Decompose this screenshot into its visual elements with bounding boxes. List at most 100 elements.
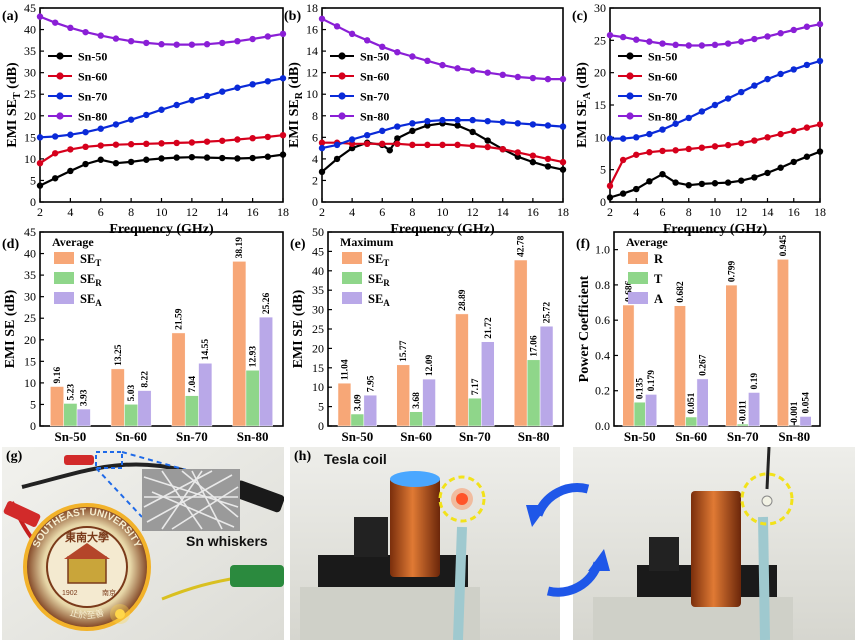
panel-label-h: (h) xyxy=(294,449,312,464)
data-point-sn-80 xyxy=(51,19,59,26)
y-tick-label: 35 xyxy=(312,283,324,297)
bar-t xyxy=(232,261,247,427)
data-point-sn-50 xyxy=(333,155,341,163)
category-label: Sn-50 xyxy=(341,429,373,444)
category-label: Sn-70 xyxy=(727,429,759,444)
data-point-sn-80 xyxy=(751,35,758,43)
data-point-sn-50 xyxy=(203,154,211,161)
y-tick-label: 30 xyxy=(594,1,606,15)
x-tick-label: 14 xyxy=(497,205,509,219)
data-point-sn-70 xyxy=(127,116,135,123)
category-label: Sn-60 xyxy=(675,429,707,444)
data-point-sn-60 xyxy=(646,149,653,156)
data-point-sn-60 xyxy=(803,124,811,131)
y-tick-label: 6 xyxy=(312,130,318,144)
data-point-sn-50 xyxy=(112,160,120,167)
data-point-sn-50 xyxy=(143,156,150,163)
legend-label: Sn-70 xyxy=(360,90,389,104)
data-point-sn-60 xyxy=(51,150,59,157)
bar-t xyxy=(171,332,186,427)
y-tick-label: 16 xyxy=(306,23,318,37)
heatsink-right xyxy=(649,537,679,571)
y-tick-label: 18 xyxy=(306,1,318,15)
data-point-sn-80 xyxy=(279,30,287,38)
data-point-sn-70 xyxy=(363,131,371,139)
data-point-sn-70 xyxy=(112,121,120,128)
data-label: 12.93 xyxy=(249,346,259,368)
data-point-sn-60 xyxy=(143,140,150,147)
data-point-sn-80 xyxy=(82,28,89,36)
data-point-sn-60 xyxy=(112,141,120,148)
y-tick-label: 0 xyxy=(30,419,36,433)
data-point-sn-70 xyxy=(499,119,506,126)
y-axis-label-main: EMI SE xyxy=(287,99,302,148)
data-point-sn-60 xyxy=(36,160,44,167)
bar-a xyxy=(198,363,213,427)
data-point-sn-80 xyxy=(264,33,272,40)
data-point-sn-80 xyxy=(484,69,491,76)
data-label: 0.051 xyxy=(687,392,697,414)
bar-r xyxy=(777,259,789,427)
red-clip-top xyxy=(64,455,94,465)
x-tick-label: 16 xyxy=(527,205,539,219)
y-tick-label: 25 xyxy=(24,311,36,325)
category-label: Sn-50 xyxy=(624,429,656,444)
legend-label: T xyxy=(654,272,663,286)
y-axis-label: EMI SE (dB) xyxy=(3,289,18,368)
data-point-sn-80 xyxy=(219,39,226,47)
data-point-sn-60 xyxy=(484,143,491,151)
legend-label-sub: T xyxy=(95,258,101,268)
seal-city: 南京 xyxy=(102,588,116,597)
data-point-sn-80 xyxy=(127,37,135,45)
data-label: 3.68 xyxy=(412,392,422,409)
coil-top xyxy=(390,471,440,487)
y-axis-label-unit: (dB) xyxy=(5,62,20,92)
bar-t xyxy=(396,364,410,427)
data-point-sn-60 xyxy=(711,143,719,150)
led-glow xyxy=(110,604,130,624)
data-label: 0.179 xyxy=(647,370,657,392)
photo-h-left-drawing xyxy=(290,447,560,640)
data-point-sn-60 xyxy=(514,149,522,156)
legend-label: SET xyxy=(368,252,389,268)
seal-year: 1902 xyxy=(62,590,78,597)
y-tick-label: 5 xyxy=(30,397,36,411)
data-point-sn-70 xyxy=(158,106,165,113)
data-point-sn-50 xyxy=(67,167,74,175)
data-label: 25.72 xyxy=(543,302,553,324)
zoom-line-left xyxy=(95,467,143,518)
data-point-sn-70 xyxy=(82,128,89,136)
y-tick-label: 10 xyxy=(24,376,36,390)
data-point-sn-50 xyxy=(97,156,104,163)
y-tick-label: 50 xyxy=(312,225,324,239)
series-line-sn-80 xyxy=(39,15,284,46)
data-point-sn-80 xyxy=(454,65,461,72)
legend-label: Sn-70 xyxy=(648,90,677,104)
data-point-sn-50 xyxy=(394,135,401,142)
x-tick-label: 10 xyxy=(709,205,721,219)
data-point-sn-80 xyxy=(698,42,706,49)
y-tick-label: 0 xyxy=(600,195,606,209)
legend-swatch xyxy=(342,292,362,304)
plot-frame xyxy=(613,231,821,427)
data-point-sn-60 xyxy=(158,140,165,147)
y-axis-label-main: EMI SE xyxy=(5,99,20,148)
series-line-sn-50 xyxy=(609,150,821,199)
y-tick-label: 25 xyxy=(312,322,324,336)
led-on xyxy=(456,493,468,505)
data-label: 21.59 xyxy=(175,308,185,330)
x-tick-label: 12 xyxy=(735,205,747,219)
y-tick-label: 14 xyxy=(306,44,318,58)
data-point-sn-80 xyxy=(234,37,241,45)
data-label: 0.011 xyxy=(739,400,749,421)
data-point-sn-80 xyxy=(790,26,797,34)
chart-f: 0.0 0.2 0.4 0.6 0.8 1.0 Power Coefficient (f) Sn… xyxy=(576,231,821,444)
data-point-sn-50 xyxy=(751,174,758,181)
bar-a xyxy=(539,325,554,427)
data-point-sn-70 xyxy=(751,82,758,89)
data-point-sn-60 xyxy=(724,141,732,149)
legend-label-sub: R xyxy=(383,278,390,288)
bar-a xyxy=(422,378,436,427)
data-point-sn-80 xyxy=(249,35,256,43)
